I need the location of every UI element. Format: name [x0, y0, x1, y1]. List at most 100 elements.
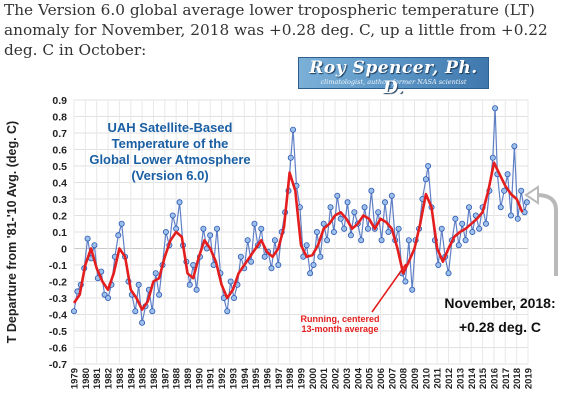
- monthly-point: [378, 237, 385, 244]
- x-tick-label: 1987: [160, 368, 171, 389]
- monthly-point: [341, 225, 348, 232]
- chart-title: UAH Satellite-Based Temperature of the G…: [89, 120, 250, 183]
- monthly-point: [162, 228, 169, 235]
- y-tick-label: 0.7: [52, 128, 67, 140]
- y-tick-label: 0.6: [52, 145, 67, 157]
- monthly-point: [173, 225, 180, 232]
- monthly-point: [149, 308, 156, 315]
- x-tick-label: 1990: [194, 368, 205, 389]
- monthly-point: [317, 253, 324, 260]
- monthly-point: [511, 143, 518, 150]
- banner-subtitle: climatologist, author, former NASA scien…: [320, 78, 467, 86]
- callout-arrow-head: [524, 185, 539, 205]
- monthly-point: [455, 242, 462, 249]
- monthly-point: [200, 225, 207, 232]
- x-tick-label: 1997: [274, 368, 285, 389]
- monthly-point: [330, 228, 337, 235]
- monthly-point: [186, 281, 193, 288]
- monthly-point: [347, 232, 354, 239]
- monthly-point: [395, 225, 402, 232]
- monthly-point: [193, 286, 200, 293]
- monthly-point: [224, 308, 231, 315]
- y-tick-label: 0.9: [52, 95, 67, 107]
- running-average-annotation: Running, centered 13-month average: [300, 263, 407, 334]
- running-average-line: [72, 161, 524, 311]
- monthly-point: [368, 187, 375, 194]
- monthly-point: [91, 242, 98, 249]
- x-tick-label: 1996: [262, 368, 273, 389]
- chart-title-line-1: UAH Satellite-Based: [108, 120, 233, 135]
- monthly-point: [483, 220, 490, 227]
- monthly-point: [307, 270, 314, 277]
- x-tick-label: 2000: [308, 368, 319, 389]
- monthly-point: [459, 220, 466, 227]
- x-tick-label: 2002: [331, 368, 342, 389]
- x-axis-ticks: 1979 1980 1981 1982 1983 1984 1985 1986 1987 1988…: [70, 367, 535, 389]
- y-tick-label: 0.2: [52, 211, 67, 223]
- y-tick-label: 0.1: [52, 227, 67, 239]
- monthly-point: [388, 192, 395, 199]
- y-tick-label: 0: [61, 244, 67, 256]
- monthly-point: [248, 258, 255, 265]
- monthly-point: [405, 237, 412, 244]
- monthly-point: [135, 281, 142, 288]
- x-tick-label: 2014: [467, 367, 478, 389]
- monthly-point: [287, 154, 294, 161]
- grid: [73, 99, 529, 365]
- monthly-point: [313, 228, 320, 235]
- x-tick-label: 2001: [319, 367, 330, 389]
- x-tick-label: 1982: [104, 368, 115, 389]
- monthly-point: [320, 220, 327, 227]
- x-tick-label: 2009: [410, 368, 421, 389]
- y-tick-label: -0.5: [49, 326, 67, 338]
- monthly-point: [344, 199, 351, 206]
- monthly-point: [334, 192, 341, 199]
- monthly-point: [303, 242, 310, 249]
- y-tick-label: -0.7: [49, 359, 67, 371]
- monthly-point: [244, 237, 251, 244]
- x-tick-label: 1984: [126, 367, 137, 389]
- y-axis-ticks: 0.9 0.8 0.7 0.6 0.5 0.4 0.3 0.2 0.1 0 -0.1 -0.2 -0.3…: [49, 95, 67, 371]
- monthly-point: [492, 105, 499, 112]
- y-tick-label: -0.1: [49, 260, 67, 272]
- x-tick-label: 2005: [365, 367, 376, 389]
- monthly-point: [207, 232, 214, 239]
- monthly-point: [381, 199, 388, 206]
- monthly-line: [73, 108, 528, 323]
- monthly-point: [351, 209, 358, 216]
- running-average-pointer: [371, 263, 407, 313]
- monthly-point: [231, 294, 238, 301]
- temperature-chart: 0.9 0.8 0.7 0.6 0.5 0.4 0.3 0.2 0.1 0 -0.1 -0.2 -0.3…: [5, 95, 558, 389]
- x-tick-label: 1985: [138, 367, 149, 389]
- x-tick-label: 2013: [455, 368, 466, 389]
- x-tick-label: 2010: [421, 368, 432, 389]
- x-tick-label: 2008: [399, 368, 410, 389]
- monthly-point: [227, 278, 234, 285]
- monthly-point: [375, 209, 382, 216]
- monthly-point: [402, 278, 409, 285]
- november-callout: November, 2018: +0.28 deg. C: [444, 185, 558, 335]
- running-average-label-1: Running, centered: [300, 314, 379, 324]
- monthly-point: [268, 265, 275, 272]
- monthly-point: [152, 270, 159, 277]
- chart-title-line-3: Global Lower Atmosphere: [89, 152, 250, 167]
- x-tick-label: 1998: [285, 368, 296, 389]
- monthly-point: [501, 187, 508, 194]
- author-banner[interactable]: Roy Spencer, Ph. D. climatologist, autho…: [298, 57, 489, 98]
- y-tick-label: 0.4: [52, 178, 67, 190]
- monthly-point: [497, 204, 504, 211]
- monthly-point: [469, 228, 476, 235]
- monthly-point: [139, 319, 146, 326]
- x-tick-label: 2018: [512, 368, 523, 389]
- x-tick-label: 2015: [478, 367, 489, 389]
- monthly-series: [71, 105, 530, 326]
- monthly-point: [176, 199, 183, 206]
- monthly-point: [462, 237, 469, 244]
- monthly-point: [358, 237, 365, 244]
- callout-line-1: November, 2018:: [444, 295, 555, 311]
- monthly-point: [514, 215, 521, 222]
- monthly-point: [261, 253, 268, 260]
- y-tick-label: -0.6: [49, 343, 67, 355]
- monthly-point: [438, 225, 445, 232]
- x-tick-label: 2017: [501, 368, 512, 389]
